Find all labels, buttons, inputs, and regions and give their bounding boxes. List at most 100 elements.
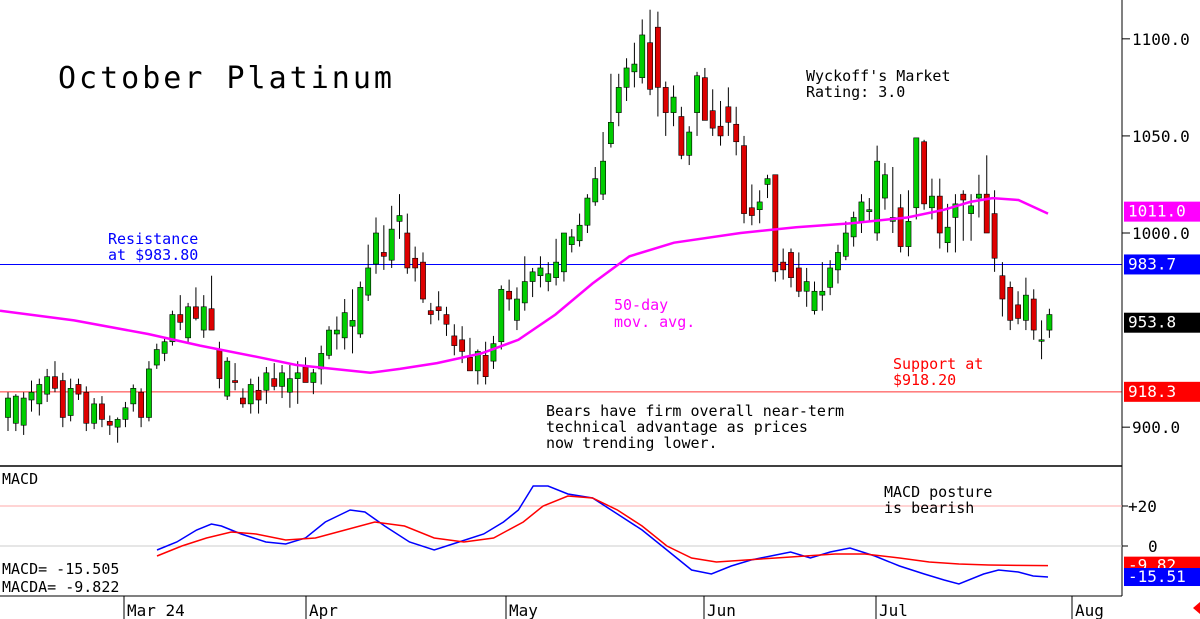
macd-tag-text: -15.51: [1128, 567, 1186, 586]
price-tick-label: 1050.0: [1132, 127, 1190, 146]
candle-body-up: [146, 368, 152, 418]
candle-body-up: [835, 252, 841, 271]
candle: [388, 205, 395, 268]
candle-body-up: [537, 267, 544, 277]
rating-line-1: Wyckoff's Market: [806, 67, 951, 85]
candle-body-up: [279, 372, 285, 387]
rating-line-2: Rating: 3.0: [806, 83, 905, 101]
candle: [709, 89, 716, 136]
candle-body-up: [200, 306, 207, 331]
support-label-1: Support at: [893, 355, 983, 373]
candle-body-up: [12, 395, 19, 424]
candle-body-down: [733, 123, 740, 143]
candle: [999, 262, 1006, 317]
resistance-label-2: at $983.80: [108, 246, 198, 264]
candle: [75, 378, 82, 400]
candle-body-up: [365, 267, 372, 296]
candle-body-down: [647, 42, 653, 90]
macd-tick-label: +20: [1128, 497, 1157, 516]
candle: [122, 401, 129, 428]
candle: [153, 343, 160, 369]
candle-body-up: [5, 397, 11, 418]
macd-comment-1: MACD posture: [884, 483, 992, 501]
candle-body-down: [459, 339, 466, 352]
candle-body-down: [232, 380, 238, 383]
candle: [521, 256, 528, 311]
candle: [748, 184, 755, 226]
candle-body-up: [866, 209, 873, 212]
candle-body-up: [694, 75, 700, 113]
candle: [59, 372, 66, 428]
candle: [404, 213, 411, 274]
candle: [427, 302, 434, 325]
candle-body-down: [1030, 298, 1037, 331]
candle-body-up: [341, 312, 348, 339]
candle-body-down: [271, 378, 278, 387]
candle-body-up: [1038, 339, 1045, 342]
candle: [232, 363, 238, 391]
price-tick-label: 900.0: [1132, 418, 1180, 437]
candle: [396, 194, 403, 239]
candle-body-down: [75, 384, 82, 395]
candle: [380, 225, 387, 270]
scroll-right-arrow[interactable]: [1193, 602, 1200, 614]
candle-body-up: [326, 329, 332, 356]
ma-tag-text: 1011.0: [1128, 202, 1186, 221]
candle-body-down: [725, 106, 732, 123]
time-tick-label: Apr: [309, 601, 338, 619]
candle: [52, 361, 58, 393]
macd-readout-box: [0, 558, 157, 596]
resistance-tag-text: 983.7: [1128, 254, 1176, 273]
candle-body-down: [788, 252, 794, 278]
candle-body-up: [130, 388, 137, 405]
time-tick-label: Jul: [879, 601, 908, 619]
candle-body-up: [913, 137, 920, 209]
candle-body-down: [451, 335, 458, 346]
candle-body-down: [52, 376, 58, 389]
candle-body-up: [670, 96, 677, 113]
candle: [561, 232, 567, 282]
candle: [193, 287, 199, 321]
macd-tick-label: 0: [1148, 537, 1158, 556]
candle: [850, 211, 857, 247]
resistance-tag: 983.7: [1124, 254, 1200, 275]
candle-body-down: [138, 391, 145, 418]
candle-body-down: [1015, 304, 1021, 319]
candle-body-down: [741, 145, 747, 214]
candle: [12, 394, 19, 432]
candle: [623, 58, 630, 101]
candle: [1007, 281, 1014, 331]
candle: [788, 248, 794, 288]
macda-line: [156, 495, 1049, 567]
candle-body-up: [114, 419, 121, 428]
commentary-line-1: Bears have firm overall near-term: [546, 402, 844, 420]
candle-body-down: [302, 366, 309, 383]
candle: [318, 345, 325, 385]
candle-body-up: [396, 215, 403, 222]
candle-body-up: [944, 226, 951, 244]
candle-body-up: [28, 391, 35, 401]
candle-body-up: [67, 388, 74, 416]
candle: [529, 267, 536, 298]
candle-body-up: [639, 34, 646, 78]
candle-body-up: [373, 232, 379, 265]
candle-body-down: [701, 77, 708, 121]
candle-body-up: [498, 289, 505, 343]
candle: [874, 145, 881, 241]
candle: [780, 248, 787, 280]
candle-body-down: [780, 261, 787, 271]
candle-body-down: [59, 380, 66, 418]
time-tick-label: Mar 24: [127, 601, 185, 619]
candle: [373, 217, 379, 274]
candle: [247, 378, 254, 414]
candle-body-up: [553, 261, 559, 278]
candle-body-down: [748, 207, 755, 216]
candle-body-up: [568, 236, 575, 245]
candle: [545, 262, 552, 292]
candle: [146, 361, 152, 422]
candle: [592, 166, 599, 206]
candle-body-down: [897, 207, 904, 247]
candle: [1046, 308, 1053, 338]
candle-body-down: [412, 257, 419, 269]
candle: [608, 73, 614, 148]
